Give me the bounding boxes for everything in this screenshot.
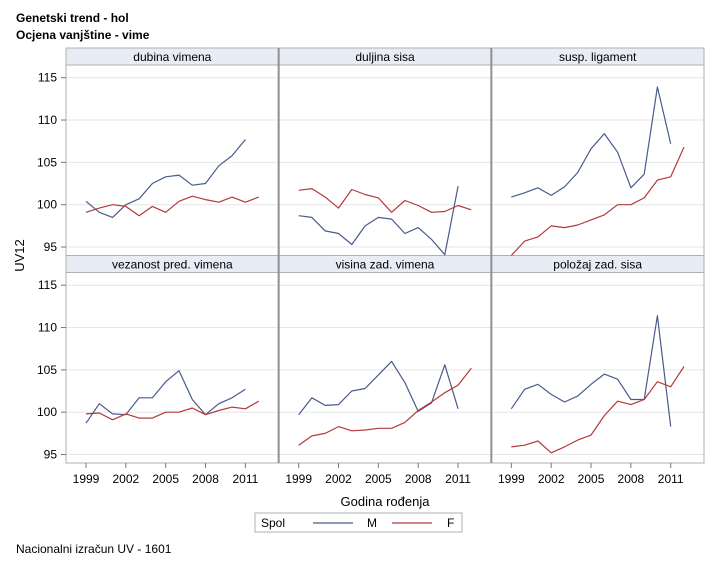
- x-tick-label: 1999: [498, 472, 525, 486]
- x-tick-label: 2011: [658, 472, 684, 486]
- chart-title-line2: Ocjena vanjštine - vime: [16, 28, 150, 42]
- x-tick-label: 2011: [232, 472, 258, 486]
- y-tick-label: 95: [44, 448, 58, 462]
- footnote: Nacionalni izračun UV - 1601: [16, 542, 172, 556]
- x-tick-label: 2005: [365, 472, 392, 486]
- series-line-m: [298, 185, 459, 256]
- y-tick-label: 110: [38, 113, 57, 127]
- x-tick-label: 2005: [578, 472, 605, 486]
- panel-label: vezanost pred. vimena: [112, 258, 233, 272]
- y-tick-label: 115: [38, 71, 57, 85]
- legend-title: Spol: [261, 516, 285, 530]
- series-line-f: [85, 195, 259, 217]
- x-tick-label: 1999: [73, 472, 100, 486]
- y-tick-label: 110: [38, 321, 57, 335]
- chart-title-line1: Genetski trend - hol: [16, 11, 129, 25]
- x-tick-label: 2008: [405, 472, 432, 486]
- legend-box: [254, 512, 463, 533]
- panel-label: dubina vimena: [133, 50, 211, 64]
- x-tick-label: 2008: [618, 472, 645, 486]
- panel-label: duljina sisa: [355, 50, 415, 64]
- x-tick-label: 2002: [325, 472, 352, 486]
- legend-label-f: F: [447, 516, 454, 530]
- series-line-m: [510, 315, 672, 427]
- y-tick-label: 100: [37, 405, 57, 419]
- y-tick-label: 105: [37, 155, 57, 169]
- y-axis-label: UV12: [12, 239, 27, 272]
- series-line-m: [85, 370, 246, 424]
- panel-label: susp. ligament: [559, 50, 637, 64]
- x-tick-label: 2002: [538, 472, 565, 486]
- y-tick-label: 115: [38, 278, 57, 292]
- x-axis-label: Godina rođenja: [341, 494, 431, 509]
- series-line-f: [510, 146, 685, 256]
- series-line-m: [511, 86, 672, 198]
- x-tick-label: 1999: [285, 472, 312, 486]
- series-line-f: [298, 188, 472, 213]
- panel-label: visina zad. vimena: [336, 258, 435, 272]
- y-tick-label: 105: [37, 363, 57, 377]
- series-line-f: [298, 367, 472, 446]
- x-tick-label: 2008: [192, 472, 219, 486]
- y-tick-label: 100: [37, 198, 57, 212]
- x-tick-label: 2005: [152, 472, 179, 486]
- y-tick-label: 95: [44, 240, 58, 254]
- series-line-f: [511, 366, 685, 454]
- series-line-m: [298, 360, 459, 416]
- panel-label: položaj zad. sisa: [553, 258, 642, 272]
- series-line-f: [85, 400, 259, 421]
- x-tick-label: 2002: [112, 472, 139, 486]
- series-line-m: [85, 139, 246, 218]
- x-tick-label: 2011: [445, 472, 471, 486]
- legend-label-m: M: [367, 516, 377, 530]
